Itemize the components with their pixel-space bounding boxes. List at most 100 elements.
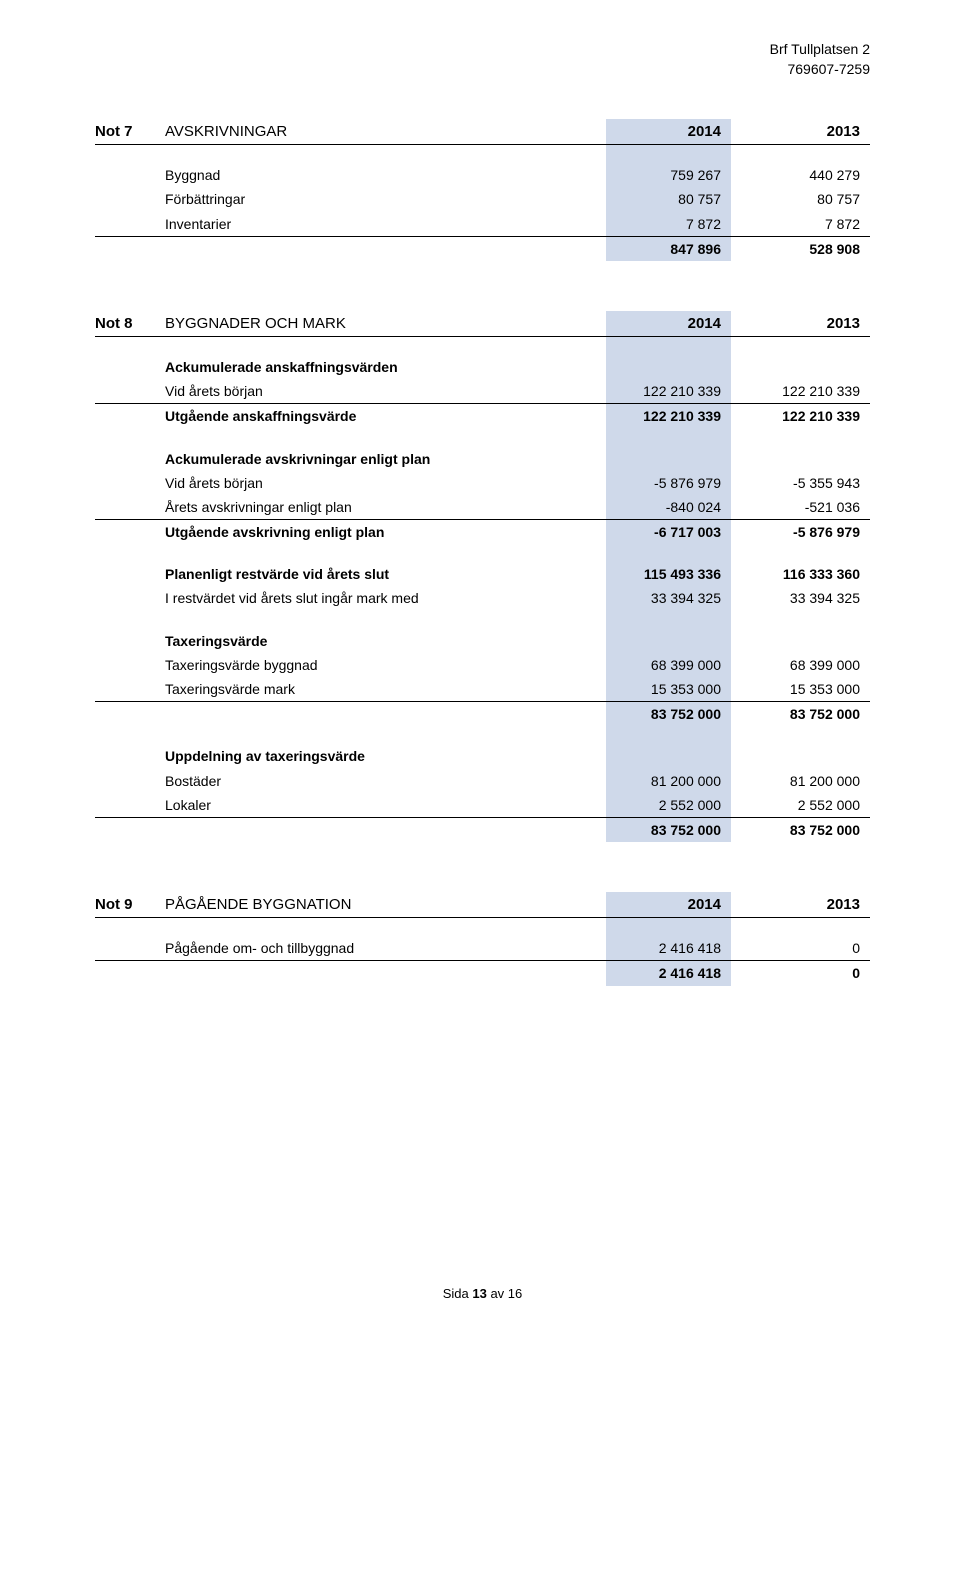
row-value	[745, 447, 870, 471]
footer-middle: av	[487, 1286, 508, 1301]
table-row: I restvärdet vid årets slut ingår mark m…	[95, 586, 870, 610]
note-9-key: Not 9	[95, 896, 165, 917]
col-spacer	[731, 936, 745, 960]
row-label: Planenligt restvärde vid årets slut	[95, 562, 606, 586]
row-value-2014: 80 757	[606, 187, 731, 211]
col-spacer	[731, 629, 745, 653]
col-spacer	[731, 702, 745, 726]
page-header: Brf Tullplatsen 2 769607-7259	[95, 40, 870, 79]
footer-page: 13	[472, 1286, 486, 1301]
footer-prefix: Sida	[443, 1286, 473, 1301]
section-label: Uppdelning av taxeringsvärde	[95, 744, 606, 768]
gap	[95, 611, 870, 629]
note-7: Not 7 AVSKRIVNINGAR 2014 2013 Byggnad 75…	[95, 119, 870, 261]
col-spacer	[731, 237, 745, 261]
total-row: Utgående avskrivning enligt plan -6 717 …	[95, 519, 870, 544]
note-8-header: Not 8 BYGGNADER OCH MARK 2014 2013	[95, 311, 870, 337]
col-spacer	[731, 187, 745, 211]
note-8-year2: 2013	[745, 311, 870, 336]
table-row: Pågående om- och tillbyggnad 2 416 418 0	[95, 936, 870, 960]
total-value-2013: 83 752 000	[745, 818, 870, 842]
col-spacer	[731, 379, 745, 403]
total-row: 847 896 528 908	[95, 236, 870, 261]
total-value-2013: 83 752 000	[745, 702, 870, 726]
row-label: Årets avskrivningar enligt plan	[95, 495, 606, 519]
row-label: Utgående anskaffningsvärde	[95, 404, 606, 428]
col-spacer	[731, 447, 745, 471]
total-value-2013: 122 210 339	[745, 404, 870, 428]
col-spacer	[731, 744, 745, 768]
note-9-title: PÅGÅENDE BYGGNATION	[165, 896, 606, 917]
table-row: Vid årets början -5 876 979 -5 355 943	[95, 471, 870, 495]
row-value	[606, 355, 731, 379]
section-header: Uppdelning av taxeringsvärde	[95, 744, 870, 768]
table-row: Årets avskrivningar enligt plan -840 024…	[95, 495, 870, 519]
footer-total: 16	[508, 1286, 522, 1301]
note-7-year1: 2014	[606, 119, 731, 144]
row-value-2014: 115 493 336	[606, 562, 731, 586]
total-value-2013: 0	[745, 961, 870, 985]
row-label	[95, 818, 606, 842]
row-value-2013: 122 210 339	[745, 379, 870, 403]
table-row: Bostäder 81 200 000 81 200 000	[95, 769, 870, 793]
col-spacer	[731, 793, 745, 817]
total-value-2014: 122 210 339	[606, 404, 731, 428]
row-value-2014: 2 552 000	[606, 793, 731, 817]
total-value-2013: 528 908	[745, 237, 870, 261]
row-value-2014: 2 416 418	[606, 936, 731, 960]
col-spacer	[731, 471, 745, 495]
col-spacer	[731, 677, 745, 701]
row-label	[95, 702, 606, 726]
note-7-title: AVSKRIVNINGAR	[165, 123, 606, 144]
row-value-2013: 80 757	[745, 187, 870, 211]
note-9-header: Not 9 PÅGÅENDE BYGGNATION 2014 2013	[95, 892, 870, 918]
page-container: Brf Tullplatsen 2 769607-7259 Not 7 AVSK…	[0, 0, 960, 1341]
note-9-year2: 2013	[745, 892, 870, 917]
row-value-2014: -840 024	[606, 495, 731, 519]
row-value	[745, 629, 870, 653]
row-value	[606, 447, 731, 471]
section-header: Ackumulerade anskaffningsvärden	[95, 355, 870, 379]
table-row: Byggnad 759 267 440 279	[95, 163, 870, 187]
org-number: 769607-7259	[95, 60, 870, 80]
table-row: Lokaler 2 552 000 2 552 000	[95, 793, 870, 817]
gap	[95, 918, 870, 936]
row-value-2014: 15 353 000	[606, 677, 731, 701]
row-value-2013: 15 353 000	[745, 677, 870, 701]
row-label: Utgående avskrivning enligt plan	[95, 520, 606, 544]
row-label: Taxeringsvärde byggnad	[95, 653, 606, 677]
gap	[95, 145, 870, 163]
row-value-2014: 122 210 339	[606, 379, 731, 403]
row-value-2013: 33 394 325	[745, 586, 870, 610]
row-label: Bostäder	[95, 769, 606, 793]
total-row: Utgående anskaffningsvärde 122 210 339 1…	[95, 403, 870, 428]
row-value-2014: 33 394 325	[606, 586, 731, 610]
col-spacer	[731, 212, 745, 236]
total-row: 2 416 418 0	[95, 960, 870, 985]
note-8-year1: 2014	[606, 311, 731, 336]
col-spacer	[731, 562, 745, 586]
note-9-year1: 2014	[606, 892, 731, 917]
table-row: Planenligt restvärde vid årets slut 115 …	[95, 562, 870, 586]
note-7-header: Not 7 AVSKRIVNINGAR 2014 2013	[95, 119, 870, 145]
table-row: Taxeringsvärde mark 15 353 000 15 353 00…	[95, 677, 870, 701]
row-label: Pågående om- och tillbyggnad	[95, 936, 606, 960]
col-spacer	[731, 404, 745, 428]
note-8-table: Ackumulerade anskaffningsvärden Vid året…	[95, 337, 870, 842]
total-value-2014: 2 416 418	[606, 961, 731, 985]
section-header: Ackumulerade avskrivningar enligt plan	[95, 447, 870, 471]
row-label: I restvärdet vid årets slut ingår mark m…	[95, 586, 606, 610]
gap	[95, 726, 870, 744]
col-spacer	[731, 769, 745, 793]
section-label: Ackumulerade avskrivningar enligt plan	[95, 447, 606, 471]
note-9: Not 9 PÅGÅENDE BYGGNATION 2014 2013 Pågå…	[95, 892, 870, 985]
row-value-2013: 81 200 000	[745, 769, 870, 793]
total-value-2013: -5 876 979	[745, 520, 870, 544]
row-value	[745, 355, 870, 379]
note-7-table: Byggnad 759 267 440 279 Förbättringar 80…	[95, 145, 870, 261]
section-label: Ackumulerade anskaffningsvärden	[95, 355, 606, 379]
note-8-title: BYGGNADER OCH MARK	[165, 315, 606, 336]
col-spacer	[731, 163, 745, 187]
gap	[95, 429, 870, 447]
row-label	[95, 961, 606, 985]
